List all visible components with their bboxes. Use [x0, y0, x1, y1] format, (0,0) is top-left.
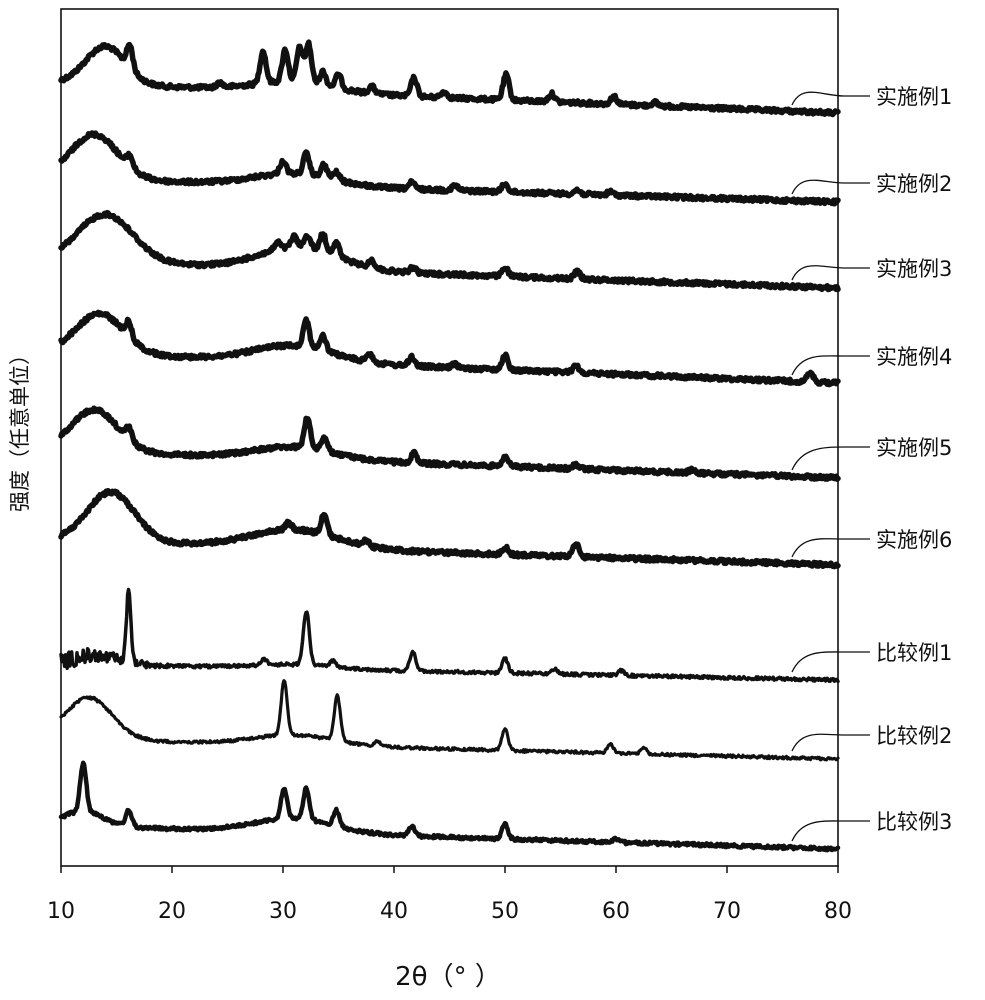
- x-tick-label: 30: [269, 899, 297, 924]
- series-label: 实施例4: [876, 345, 952, 369]
- x-tick-label: 50: [491, 899, 519, 924]
- plot-frame: [61, 9, 838, 866]
- x-tick-label: 20: [158, 899, 186, 924]
- x-tick-label: 80: [824, 899, 852, 924]
- x-tick-label: 70: [713, 899, 741, 924]
- series-line: [61, 681, 838, 760]
- series-leader-line: [792, 734, 870, 751]
- series-leader-line: [792, 652, 870, 672]
- series-line: [61, 491, 838, 567]
- series-leader-line: [792, 180, 870, 194]
- x-axis-ticks: 10 20 30 40 50 60 70 80: [47, 866, 852, 924]
- series-leader-line: [792, 539, 870, 557]
- x-tick-label: 60: [602, 899, 630, 924]
- series-label: 实施例3: [876, 257, 952, 281]
- y-axis-title: 强度（任意单位）: [8, 344, 32, 512]
- x-tick-label: 40: [380, 899, 408, 924]
- series-label: 比较例3: [876, 810, 952, 834]
- series-label: 比较例2: [876, 724, 952, 748]
- series-line: [61, 590, 838, 682]
- series-leader-line: [792, 447, 870, 470]
- series-label: 实施例2: [876, 172, 952, 196]
- series-label: 实施例6: [876, 528, 952, 552]
- series-label: 比较例1: [876, 641, 952, 665]
- x-axis-title: 2θ（° ）: [395, 962, 501, 992]
- series-line: [61, 312, 838, 384]
- series-label: 实施例1: [876, 85, 952, 109]
- series-leader-line: [792, 356, 870, 375]
- series-leader-line: [792, 92, 870, 105]
- series-label: 实施例5: [876, 436, 952, 460]
- series-line: [61, 408, 838, 479]
- series-line: [61, 42, 838, 114]
- series-traces: [61, 42, 838, 850]
- series-line: [61, 213, 838, 290]
- x-tick-label: 10: [47, 899, 75, 924]
- series-leader-line: [792, 821, 870, 841]
- series-line: [61, 763, 838, 850]
- series-line: [61, 133, 838, 204]
- series-leader-line: [792, 266, 870, 280]
